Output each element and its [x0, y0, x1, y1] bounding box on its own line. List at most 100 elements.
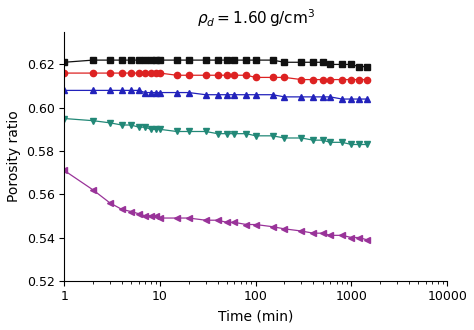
100kPa	[328, 78, 333, 82]
400kPa	[186, 129, 191, 133]
100kPa	[119, 71, 125, 75]
100kPa	[282, 76, 287, 80]
100kPa	[153, 71, 158, 75]
200kPa	[364, 97, 369, 101]
200kPa	[128, 88, 134, 92]
800kPa	[310, 231, 316, 235]
100kPa	[157, 71, 163, 75]
100kPa	[186, 73, 191, 77]
200kPa	[148, 90, 154, 94]
200kPa	[174, 90, 180, 94]
400kPa	[215, 132, 220, 136]
100kPa	[90, 71, 96, 75]
200kPa	[282, 95, 287, 99]
200kPa	[224, 93, 230, 97]
400kPa	[364, 143, 369, 147]
400kPa	[299, 136, 304, 140]
800kPa	[232, 220, 237, 224]
800kPa	[157, 216, 163, 220]
100kPa	[136, 71, 142, 75]
800kPa	[320, 231, 326, 235]
800kPa	[186, 216, 191, 220]
200kPa	[232, 93, 237, 97]
200kPa	[348, 97, 354, 101]
200kPa	[310, 95, 316, 99]
50kPa	[224, 58, 230, 62]
800kPa	[90, 188, 96, 192]
100kPa	[142, 71, 148, 75]
Y-axis label: Porosity ratio: Porosity ratio	[7, 111, 21, 202]
100kPa	[61, 71, 67, 75]
800kPa	[348, 236, 354, 240]
100kPa	[203, 73, 209, 77]
800kPa	[328, 233, 333, 237]
800kPa	[253, 222, 258, 226]
400kPa	[148, 127, 154, 131]
400kPa	[142, 125, 148, 129]
200kPa	[142, 90, 148, 94]
800kPa	[356, 236, 362, 240]
200kPa	[244, 93, 249, 97]
50kPa	[364, 65, 369, 69]
400kPa	[203, 129, 209, 133]
Line: 200kPa: 200kPa	[61, 87, 370, 102]
100kPa	[270, 76, 275, 80]
X-axis label: Time (min): Time (min)	[218, 309, 293, 323]
400kPa	[339, 140, 345, 144]
100kPa	[215, 73, 220, 77]
800kPa	[174, 216, 180, 220]
50kPa	[174, 58, 180, 62]
400kPa	[282, 136, 287, 140]
50kPa	[253, 58, 258, 62]
100kPa	[107, 71, 113, 75]
800kPa	[61, 168, 67, 172]
50kPa	[186, 58, 191, 62]
200kPa	[356, 97, 362, 101]
200kPa	[90, 88, 96, 92]
400kPa	[128, 123, 134, 127]
50kPa	[299, 60, 304, 64]
50kPa	[320, 60, 326, 64]
800kPa	[128, 210, 134, 214]
100kPa	[339, 78, 345, 82]
800kPa	[148, 214, 154, 218]
800kPa	[364, 238, 369, 242]
50kPa	[107, 58, 113, 62]
800kPa	[136, 212, 142, 216]
50kPa	[356, 65, 362, 69]
100kPa	[364, 78, 369, 82]
200kPa	[157, 90, 163, 94]
50kPa	[142, 58, 148, 62]
200kPa	[299, 95, 304, 99]
800kPa	[153, 214, 158, 218]
800kPa	[282, 227, 287, 231]
100kPa	[224, 73, 230, 77]
200kPa	[203, 93, 209, 97]
50kPa	[310, 60, 316, 64]
50kPa	[203, 58, 209, 62]
200kPa	[320, 95, 326, 99]
200kPa	[215, 93, 220, 97]
400kPa	[153, 127, 158, 131]
100kPa	[356, 78, 362, 82]
200kPa	[153, 90, 158, 94]
50kPa	[128, 58, 134, 62]
800kPa	[215, 218, 220, 222]
Title: $\rho_d = 1.60\,\mathrm{g/cm^3}$: $\rho_d = 1.60\,\mathrm{g/cm^3}$	[197, 7, 315, 29]
50kPa	[136, 58, 142, 62]
400kPa	[320, 138, 326, 142]
400kPa	[270, 134, 275, 138]
50kPa	[90, 58, 96, 62]
50kPa	[119, 58, 125, 62]
800kPa	[203, 218, 209, 222]
50kPa	[282, 60, 287, 64]
400kPa	[244, 132, 249, 136]
100kPa	[128, 71, 134, 75]
50kPa	[244, 58, 249, 62]
Line: 800kPa: 800kPa	[61, 167, 370, 243]
400kPa	[253, 134, 258, 138]
400kPa	[348, 143, 354, 147]
200kPa	[328, 95, 333, 99]
200kPa	[119, 88, 125, 92]
200kPa	[253, 93, 258, 97]
